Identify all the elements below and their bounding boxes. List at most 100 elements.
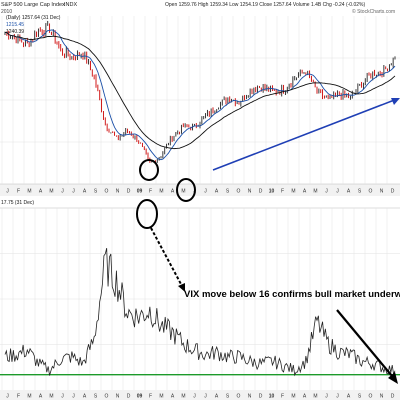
month-tick-label: J: [72, 394, 75, 400]
month-tick-label: J: [193, 394, 196, 400]
month-tick-label: A: [347, 394, 351, 400]
month-tick-label: O: [105, 189, 109, 195]
legend-ma1: 1215.45: [6, 22, 24, 28]
vix-line: [4, 248, 396, 377]
month-tick-label: F: [281, 394, 284, 400]
month-tick-label: D: [259, 189, 263, 195]
month-tick-label: N: [380, 394, 384, 400]
month-tick-label: M: [49, 189, 53, 195]
month-tick-label: F: [281, 189, 284, 195]
brand-text: © StockCharts.com: [352, 8, 395, 15]
month-tick-label: M: [27, 189, 31, 195]
month-tick-label: M: [291, 189, 295, 195]
month-tick-label: F: [17, 189, 20, 195]
month-tick-label: A: [303, 394, 307, 400]
month-tick-label: A: [83, 394, 87, 400]
month-tick-label: M: [181, 394, 185, 400]
month-tick-label: D: [391, 394, 395, 400]
legend-ma2: 1240.39: [6, 29, 24, 35]
month-tick-label: M: [159, 394, 163, 400]
date-line: 2010: [1, 9, 12, 15]
month-tick-label: M: [159, 189, 163, 195]
month-tick-label: D: [391, 189, 395, 195]
vix-annotation-text: VIX move below 16 confirms bull market u…: [184, 289, 400, 300]
month-tick-label: N: [248, 394, 252, 400]
month-tick-label: A: [39, 189, 43, 195]
month-tick-label: O: [237, 394, 241, 400]
month-tick-label: A: [171, 189, 175, 195]
month-tick-label: N: [248, 189, 252, 195]
header-bar: [0, 0, 400, 8]
quote-line: Open 1259.76 High 1259.34 Low 1254.19 Cl…: [165, 2, 365, 8]
month-tick-label: M: [313, 189, 317, 195]
month-tick-label: J: [204, 394, 207, 400]
moving-average-fast: [4, 29, 396, 161]
legend-main: (Daily) 1257.64 (31 Dec): [6, 15, 61, 21]
month-tick-label: O: [369, 394, 373, 400]
month-tick-label: A: [39, 394, 43, 400]
vix-decline-arrow: [336, 309, 393, 377]
month-tick-label: J: [72, 189, 75, 195]
month-tick-label: S: [94, 189, 98, 195]
vix-series: [0, 248, 400, 377]
exchange-label: INDX: [64, 2, 77, 8]
dotted-arrowhead: [178, 283, 185, 292]
moving-average-slow: [4, 32, 396, 150]
month-tick-label: D: [127, 189, 131, 195]
month-tick-label: J: [325, 189, 328, 195]
month-tick-label: A: [171, 394, 175, 400]
month-tick-label: S: [358, 394, 362, 400]
dotted-arrow: [150, 227, 183, 287]
circle-annotation-vix-peak: [136, 199, 158, 229]
month-tick-label: J: [61, 394, 64, 400]
month-tick-label: A: [215, 189, 219, 195]
month-tick-label: O: [369, 189, 373, 195]
month-tick-label: 10: [269, 394, 275, 400]
month-tick-label: M: [27, 394, 31, 400]
month-tick-label: J: [6, 394, 9, 400]
price-series: [4, 20, 396, 163]
month-tick-label: J: [336, 394, 339, 400]
month-tick-label: D: [127, 394, 131, 400]
month-tick-label: M: [313, 394, 317, 400]
vix-legend-bar: [0, 196, 400, 208]
month-tick-label: N: [380, 189, 384, 195]
month-tick-label: M: [49, 394, 53, 400]
month-tick-label: N: [116, 189, 120, 195]
month-tick-label: M: [181, 189, 185, 195]
month-tick-label: S: [226, 394, 230, 400]
month-tick-label: J: [336, 189, 339, 195]
month-tick-label: A: [83, 189, 87, 195]
uptrend-arrowhead: [391, 98, 400, 105]
month-axis-top: [0, 184, 400, 196]
month-tick-label: 10: [269, 189, 275, 195]
month-tick-label: S: [226, 189, 230, 195]
month-tick-label: F: [149, 189, 152, 195]
circle-annotation-first-low: [139, 159, 159, 181]
month-axis-bottom: [0, 390, 400, 400]
month-tick-label: J: [204, 189, 207, 195]
vix-legend: 17.75 (31 Dec): [1, 200, 34, 206]
month-tick-label: J: [6, 189, 9, 195]
month-tick-label: 09: [137, 394, 143, 400]
month-tick-label: F: [149, 394, 152, 400]
month-tick-label: S: [358, 189, 362, 195]
month-tick-label: J: [61, 189, 64, 195]
month-tick-label: 09: [137, 189, 143, 195]
month-tick-label: J: [325, 394, 328, 400]
uptrend-arrow: [212, 98, 398, 171]
month-tick-label: A: [215, 394, 219, 400]
month-ticks: JJFFMMAAMMJJJJAASSOONNDD0909FFMMAAMMJJJJ…: [6, 189, 394, 400]
month-tick-label: N: [116, 394, 120, 400]
month-tick-label: O: [105, 394, 109, 400]
circle-annotation-march-low: [176, 178, 196, 202]
vix-decline-arrowhead: [388, 372, 398, 384]
month-tick-label: A: [347, 189, 351, 195]
month-tick-label: S: [94, 394, 98, 400]
chart-title: S&P 500 Large Cap Index: [1, 2, 65, 8]
month-tick-label: D: [259, 394, 263, 400]
month-tick-label: F: [17, 394, 20, 400]
month-tick-label: O: [237, 189, 241, 195]
